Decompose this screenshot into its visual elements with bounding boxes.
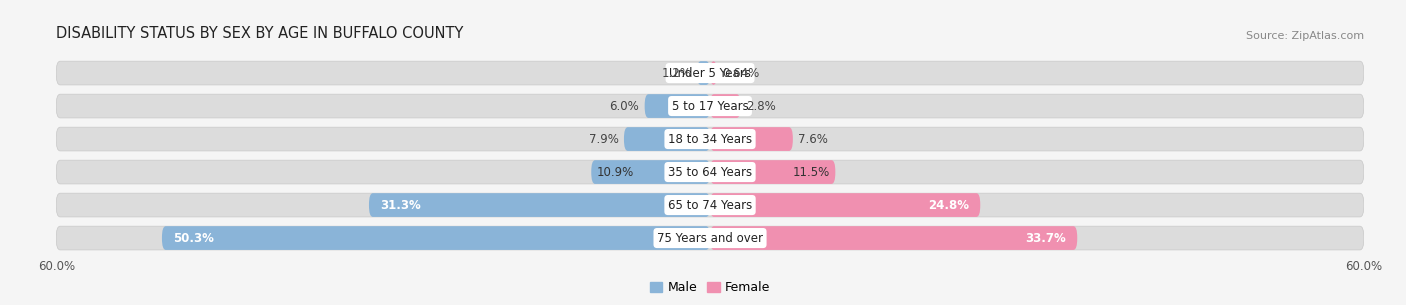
Text: Under 5 Years: Under 5 Years: [669, 66, 751, 80]
FancyBboxPatch shape: [644, 94, 710, 118]
Text: 10.9%: 10.9%: [596, 166, 634, 178]
Text: 75 Years and over: 75 Years and over: [657, 231, 763, 245]
FancyBboxPatch shape: [710, 160, 835, 184]
FancyBboxPatch shape: [56, 160, 1364, 184]
FancyBboxPatch shape: [697, 61, 710, 85]
Text: 2.8%: 2.8%: [747, 99, 776, 113]
Text: 1.2%: 1.2%: [662, 66, 692, 80]
Text: 24.8%: 24.8%: [928, 199, 969, 212]
FancyBboxPatch shape: [56, 226, 1364, 250]
Text: 11.5%: 11.5%: [793, 166, 830, 178]
FancyBboxPatch shape: [710, 94, 741, 118]
Text: 31.3%: 31.3%: [380, 199, 420, 212]
FancyBboxPatch shape: [710, 61, 717, 85]
Text: 0.64%: 0.64%: [723, 66, 759, 80]
FancyBboxPatch shape: [56, 193, 1364, 217]
Text: 6.0%: 6.0%: [609, 99, 640, 113]
Text: DISABILITY STATUS BY SEX BY AGE IN BUFFALO COUNTY: DISABILITY STATUS BY SEX BY AGE IN BUFFA…: [56, 26, 464, 41]
Text: 33.7%: 33.7%: [1025, 231, 1066, 245]
Text: 5 to 17 Years: 5 to 17 Years: [672, 99, 748, 113]
Text: 35 to 64 Years: 35 to 64 Years: [668, 166, 752, 178]
FancyBboxPatch shape: [56, 127, 1364, 151]
FancyBboxPatch shape: [710, 193, 980, 217]
Text: 50.3%: 50.3%: [173, 231, 214, 245]
Legend: Male, Female: Male, Female: [650, 281, 770, 294]
FancyBboxPatch shape: [710, 127, 793, 151]
Text: Source: ZipAtlas.com: Source: ZipAtlas.com: [1246, 31, 1364, 41]
FancyBboxPatch shape: [56, 94, 1364, 118]
Text: 7.6%: 7.6%: [799, 133, 828, 145]
FancyBboxPatch shape: [162, 226, 710, 250]
Text: 18 to 34 Years: 18 to 34 Years: [668, 133, 752, 145]
Text: 7.9%: 7.9%: [589, 133, 619, 145]
FancyBboxPatch shape: [56, 61, 1364, 85]
FancyBboxPatch shape: [592, 160, 710, 184]
FancyBboxPatch shape: [624, 127, 710, 151]
Text: 65 to 74 Years: 65 to 74 Years: [668, 199, 752, 212]
FancyBboxPatch shape: [710, 226, 1077, 250]
FancyBboxPatch shape: [368, 193, 710, 217]
